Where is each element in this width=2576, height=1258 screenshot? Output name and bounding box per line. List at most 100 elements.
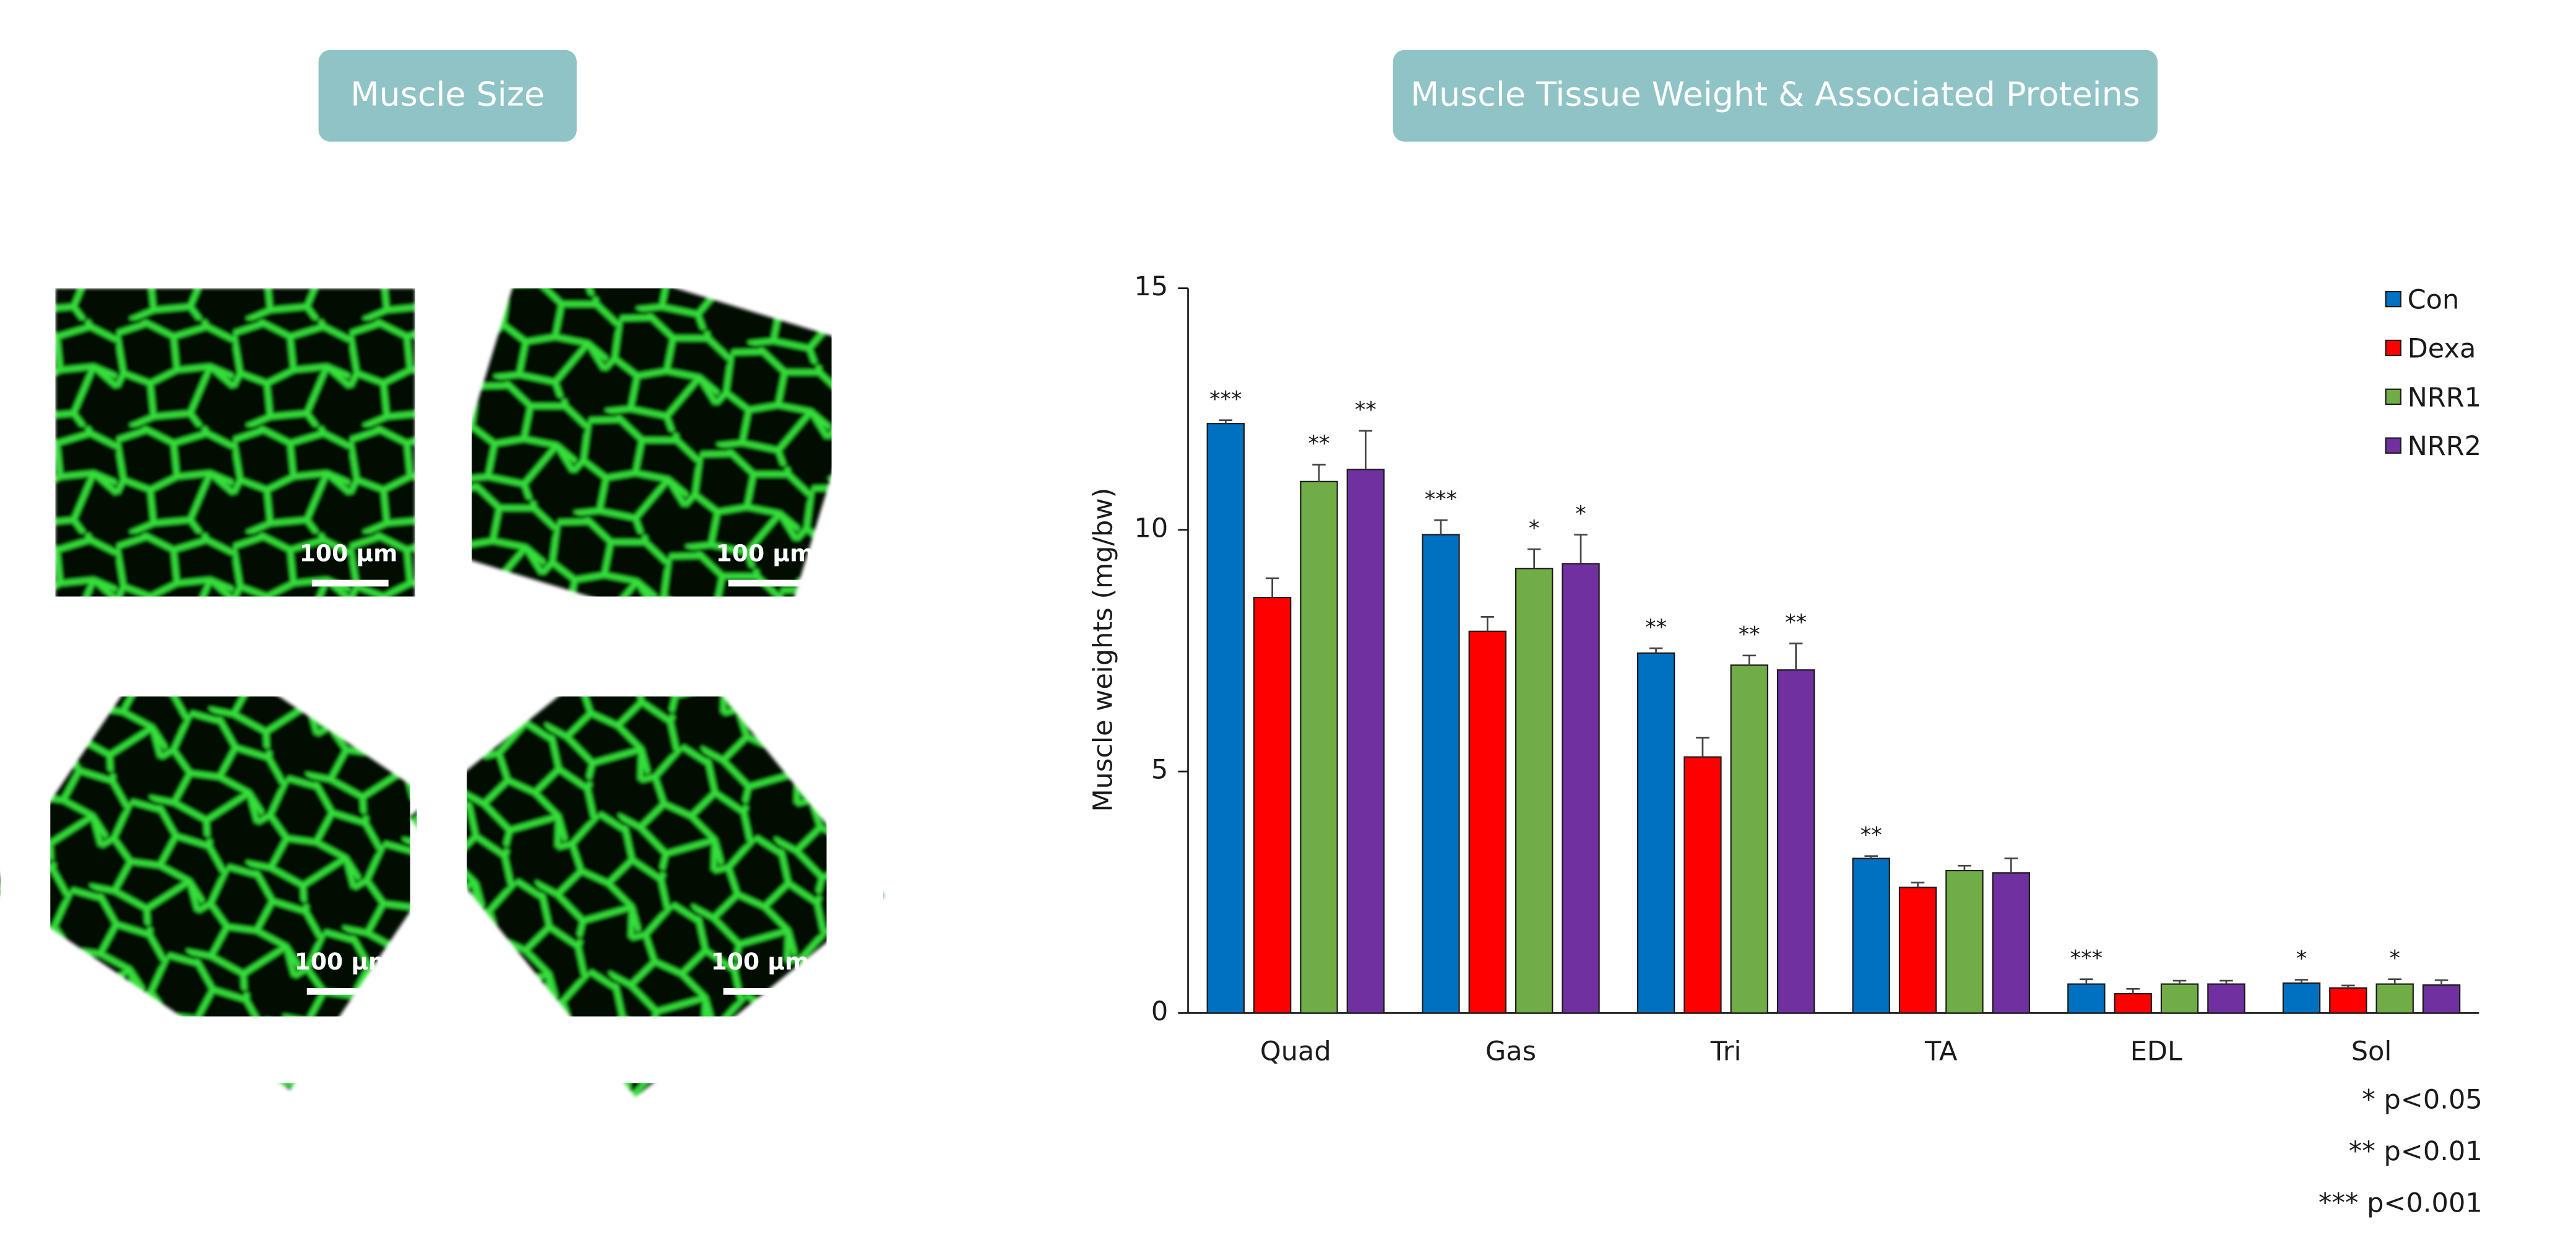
error-bar <box>1958 864 1971 871</box>
legend-swatch <box>2385 290 2401 308</box>
scale-bar <box>306 987 384 995</box>
bar <box>1730 664 1768 1014</box>
micrographs: Con100 μmDexa100 μmB1100 μmB2100 μm <box>0 188 932 1097</box>
y-tick-label: 15 <box>1134 271 1168 302</box>
error-bar <box>2341 984 2355 988</box>
header-pill <box>318 50 577 142</box>
bar <box>1300 480 1338 1014</box>
significance-label: ** <box>1645 615 1667 640</box>
bar <box>1776 669 1815 1014</box>
significance-label: ** <box>1739 622 1760 647</box>
micrograph-mask <box>371 188 932 288</box>
micrograph <box>55 288 415 609</box>
x-tick-label: Sol <box>2351 1036 2392 1067</box>
bar <box>1898 887 1937 1014</box>
bar <box>2160 983 2199 1014</box>
x-tick-label: Gas <box>1485 1036 1536 1067</box>
bar <box>1636 652 1675 1014</box>
micrograph-mask <box>366 1016 927 1083</box>
significance-label: ** <box>1785 610 1807 635</box>
bar <box>1683 756 1722 1014</box>
y-tick-label: 0 <box>1151 996 1168 1027</box>
x-tick-label: Tri <box>1710 1036 1742 1067</box>
significance-label: * <box>1575 501 1586 526</box>
error-bar <box>1911 882 1925 888</box>
x-tick-label: EDL <box>2130 1036 2182 1067</box>
error-bar <box>1480 616 1495 631</box>
significance-label: * <box>1529 516 1539 541</box>
error-bar <box>2080 978 2093 984</box>
micrograph-image <box>0 623 469 1090</box>
scale-bar <box>723 987 800 995</box>
scale-bar <box>311 579 389 587</box>
significance-label: ** <box>1861 823 1882 848</box>
legend-label: Con <box>2408 285 2460 316</box>
error-bar <box>1527 548 1541 569</box>
scale-bar-label: 100 μm <box>711 948 809 975</box>
significance-label: *** <box>1425 487 1457 512</box>
error-bar <box>1649 647 1663 653</box>
bar <box>2282 982 2321 1014</box>
micrograph <box>0 623 469 1090</box>
footnote: *** p<0.001 <box>2319 1187 2483 1218</box>
error-bar <box>1219 419 1233 424</box>
error-bar <box>1265 577 1279 598</box>
scale-bar-label: 100 μm <box>300 540 398 567</box>
error-bar <box>1789 642 1803 670</box>
bar <box>1206 423 1245 1014</box>
header-title: Muscle Size <box>350 75 545 114</box>
micrograph-image <box>409 615 884 1097</box>
scale-bar-label: 100 μm <box>716 540 815 567</box>
micrograph-mask <box>5 288 56 609</box>
error-bar <box>2434 979 2448 986</box>
significance-label: *** <box>2070 946 2103 971</box>
error-bar <box>1434 519 1448 535</box>
bar <box>1515 568 1554 1014</box>
x-tick-label: TA <box>1924 1036 1958 1067</box>
x-tick-label: Quad <box>1260 1036 1331 1067</box>
bar <box>1422 534 1460 1014</box>
header-pill <box>1393 50 2158 142</box>
error-bar <box>1574 534 1588 564</box>
error-bar <box>2172 979 2187 984</box>
significance-label: ** <box>1355 398 1377 423</box>
footnote: ** p<0.01 <box>2349 1136 2483 1167</box>
footnote: * p<0.05 <box>2362 1085 2482 1116</box>
bar <box>1346 469 1385 1014</box>
legend-swatch <box>2385 388 2401 406</box>
error-bar <box>1864 855 1878 859</box>
bar <box>2375 983 2414 1014</box>
bar <box>2422 984 2461 1014</box>
micrograph-mask <box>0 696 51 1017</box>
bar <box>1253 597 1292 1014</box>
scale-bar <box>728 579 805 587</box>
error-bar <box>2004 857 2018 874</box>
chart: Muscle weights (mg/bw) 051015Quad*******… <box>1087 271 2482 1218</box>
bar <box>2114 993 2152 1014</box>
error-bar <box>2388 978 2401 984</box>
headers: Muscle Size Muscle Tissue Weight & Assoc… <box>318 50 2158 142</box>
y-axis-label: Muscle weights (mg/bw) <box>1087 488 1118 812</box>
error-bar <box>2219 979 2233 984</box>
bar <box>1945 870 1984 1014</box>
legend-label: NRR1 <box>2408 382 2481 413</box>
micrograph-mask <box>366 596 927 697</box>
bar <box>2207 983 2245 1014</box>
bar <box>1562 563 1600 1014</box>
error-bar <box>1742 654 1757 666</box>
error-bar <box>2126 987 2140 994</box>
micrograph-image <box>55 288 415 609</box>
bar <box>1468 630 1506 1014</box>
error-bar <box>1312 464 1326 482</box>
significance-label: *** <box>1209 387 1242 412</box>
error-bar <box>1359 430 1373 470</box>
y-tick-label: 5 <box>1151 755 1168 786</box>
error-bar <box>2294 979 2309 983</box>
micrograph-mask <box>831 288 889 609</box>
legend-swatch <box>2385 437 2401 454</box>
significance-label: ** <box>1308 432 1330 456</box>
micrograph <box>433 242 871 654</box>
micrograph <box>409 615 884 1097</box>
